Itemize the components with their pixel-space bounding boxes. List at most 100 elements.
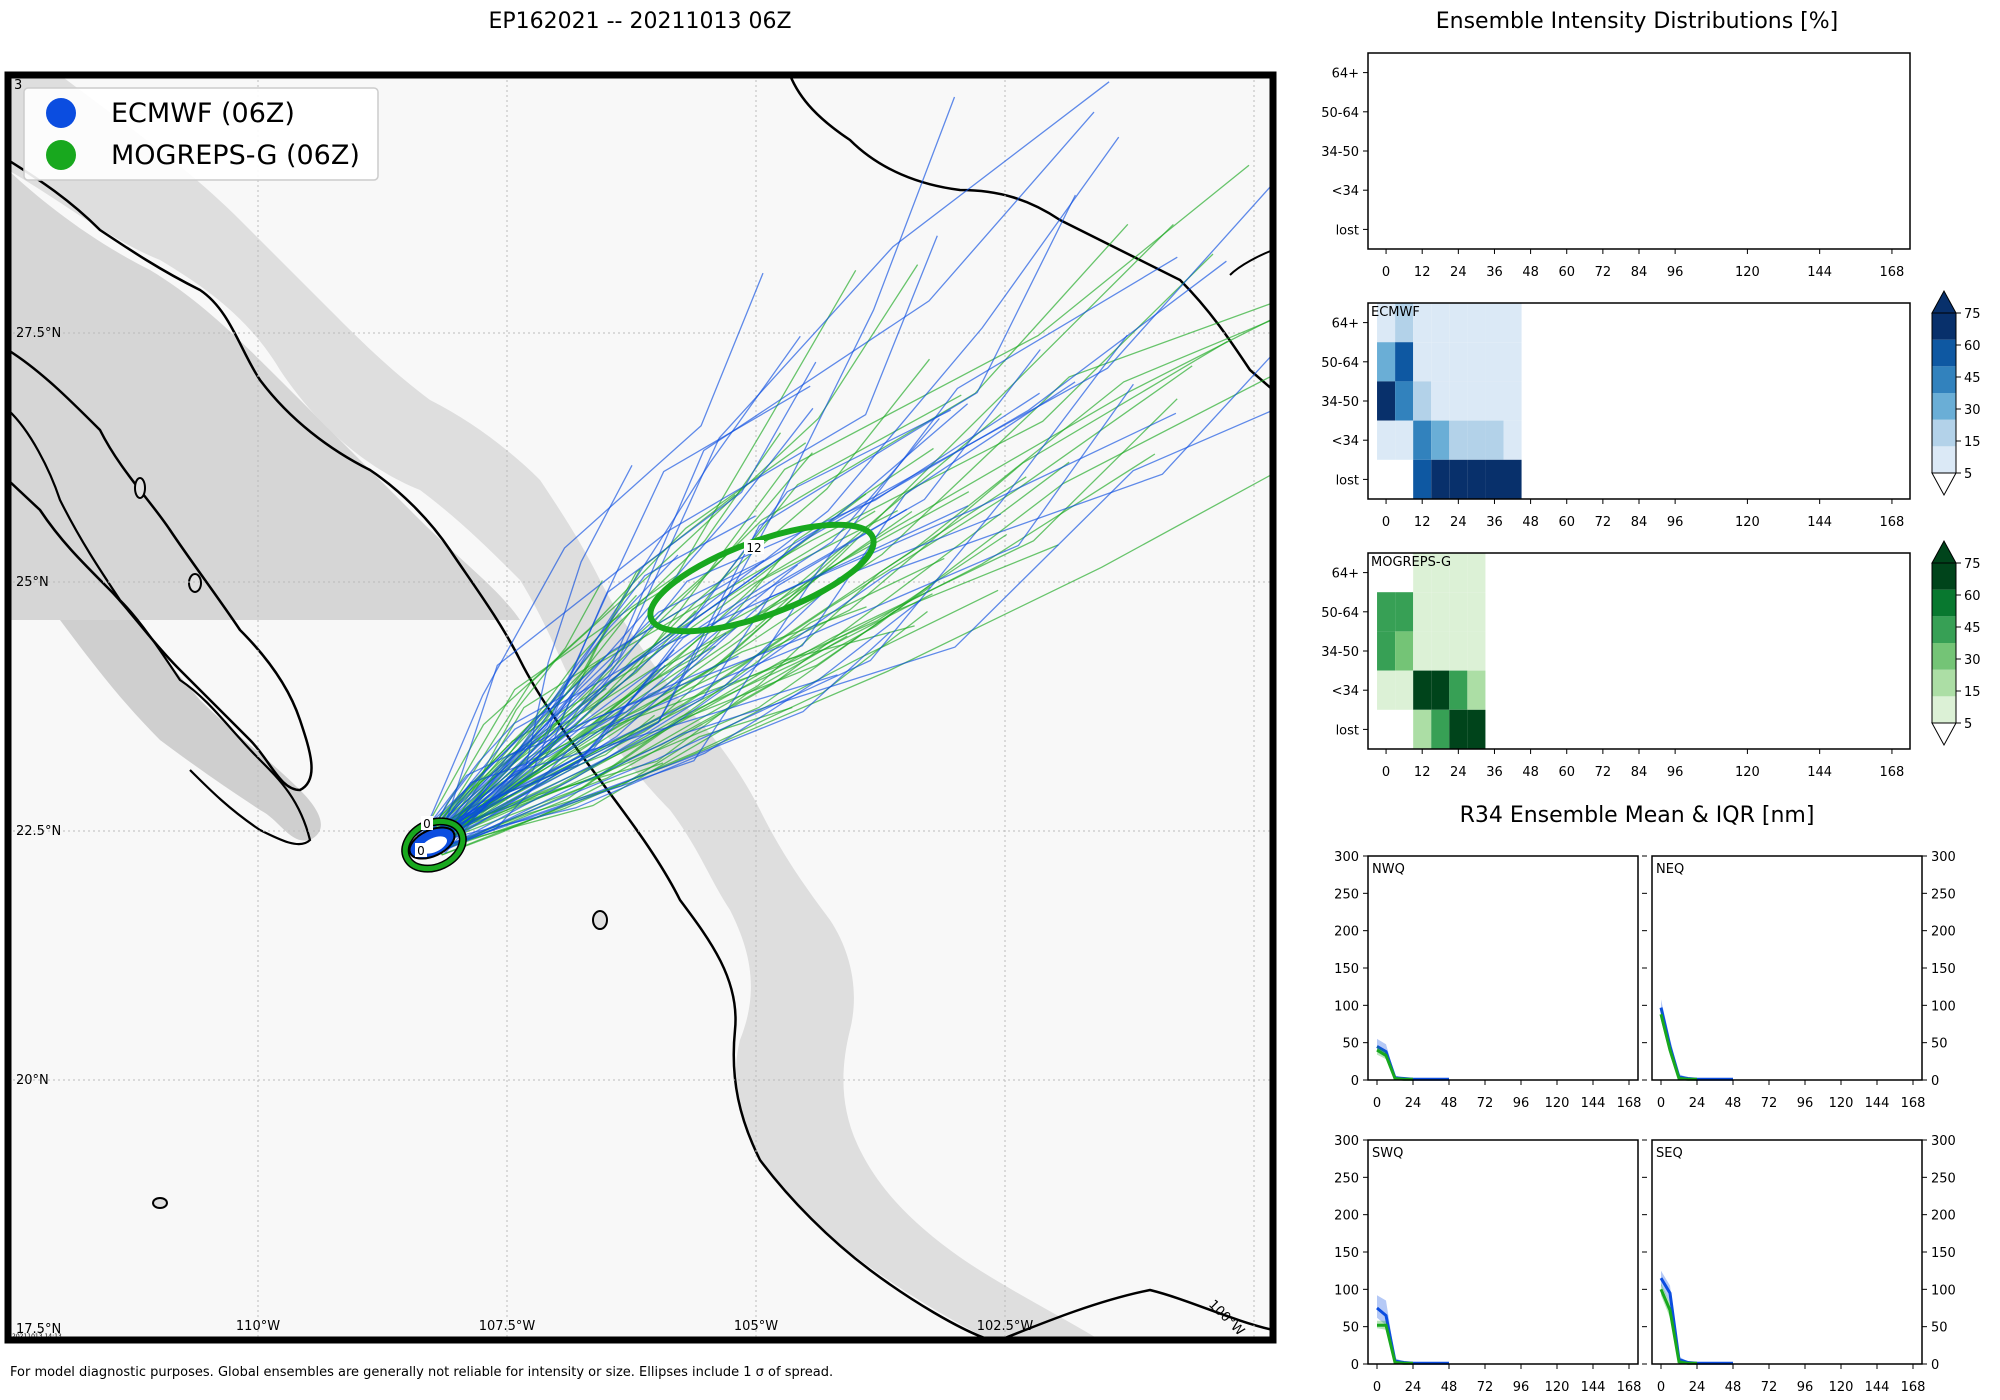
heat-cell — [1377, 303, 1396, 343]
colorbar-arrow-bottom — [1931, 472, 1957, 497]
legend-label-ecmwf: ECMWF (06Z) — [111, 98, 295, 129]
x-tick-label: 84 — [1631, 265, 1648, 280]
lat-label-25: 25°N — [16, 575, 49, 590]
r34-frame — [1367, 855, 1639, 1081]
heat-cell — [1467, 631, 1486, 671]
heat-cell — [1467, 342, 1486, 382]
x-tick-label: 48 — [1441, 1380, 1458, 1395]
heat-cell — [1467, 553, 1486, 593]
heat-cell — [1413, 381, 1432, 421]
x-tick-label: 24 — [1450, 765, 1467, 780]
colorbar-segment — [1932, 446, 1956, 473]
heat-cell — [1503, 459, 1522, 499]
y-tick-label: 50 — [1931, 1321, 1948, 1336]
r34-title: R34 Ensemble Mean & IQR [nm] — [1460, 803, 1815, 828]
y-tick-label: 150 — [1931, 1246, 1956, 1261]
legend-marker-mogreps — [46, 140, 76, 170]
heat-cell — [1449, 631, 1468, 671]
y-tick-label: <34 — [1332, 434, 1359, 449]
x-tick-label: 96 — [1667, 765, 1684, 780]
x-tick-label: 84 — [1631, 765, 1648, 780]
y-tick-label: 50-64 — [1321, 356, 1359, 371]
x-tick-label: 96 — [1667, 515, 1684, 530]
r34-frame — [1651, 855, 1923, 1081]
intensity-title: Ensemble Intensity Distributions [%] — [1436, 9, 1839, 34]
heat-cell — [1377, 631, 1396, 671]
y-tick-label: 34-50 — [1321, 395, 1359, 410]
x-tick-label: 24 — [1405, 1096, 1422, 1111]
x-tick-label: 48 — [1441, 1096, 1458, 1111]
heat-cell — [1485, 303, 1504, 343]
x-tick-label: 120 — [1545, 1380, 1570, 1395]
heat-cell — [1449, 592, 1468, 632]
colorbar-tick-label: 75 — [1964, 307, 1981, 322]
colorbar-segment — [1932, 393, 1956, 420]
heat-cell — [1395, 592, 1414, 632]
colorbar-segment — [1932, 696, 1956, 723]
y-tick-label: 64+ — [1332, 67, 1359, 82]
heat-cell — [1431, 459, 1450, 499]
y-tick-label: lost — [1336, 473, 1359, 488]
x-tick-label: 120 — [1735, 515, 1760, 530]
quadrant-label: NEQ — [1656, 862, 1684, 877]
corner-lat-label: 3 — [14, 78, 22, 93]
quadrant-label: SWQ — [1372, 1146, 1403, 1161]
heat-cell — [1395, 342, 1414, 382]
mean-line — [1659, 1007, 1733, 1081]
colorbar-segment — [1932, 563, 1956, 590]
heat-cell — [1449, 670, 1468, 710]
y-tick-label: 64+ — [1332, 567, 1359, 582]
y-tick-label: 0 — [1931, 1074, 1939, 1089]
colorbar-tick-label: 45 — [1964, 371, 1981, 386]
x-tick-label: 72 — [1595, 765, 1612, 780]
heat-cell — [1377, 342, 1396, 382]
y-tick-label: 64+ — [1332, 317, 1359, 332]
lon-label-107-5: 107.5°W — [479, 1319, 536, 1334]
heat-cell — [1413, 592, 1432, 632]
colorbar-segment — [1932, 616, 1956, 643]
quadrant-label: SEQ — [1656, 1146, 1683, 1161]
iqr-band — [1661, 1283, 1697, 1364]
y-tick-label: 300 — [1334, 1134, 1359, 1149]
x-tick-label: 0 — [1382, 265, 1390, 280]
y-tick-label: 50 — [1931, 1037, 1948, 1052]
x-tick-label: 36 — [1486, 765, 1503, 780]
heat-cell — [1485, 420, 1504, 460]
y-tick-label: 100 — [1334, 1283, 1359, 1298]
heat-cell — [1395, 420, 1414, 460]
y-tick-label: 0 — [1351, 1358, 1359, 1373]
baja-coastline — [8, 348, 313, 792]
y-tick-label: 300 — [1931, 850, 1956, 865]
x-tick-label: 168 — [1617, 1096, 1642, 1111]
heat-cell — [1467, 420, 1486, 460]
x-tick-label: 48 — [1522, 265, 1539, 280]
y-tick-label: 100 — [1334, 999, 1359, 1014]
island — [152, 1197, 168, 1209]
mainland-coast-band — [8, 75, 1100, 1340]
x-tick-label: 60 — [1558, 515, 1575, 530]
intensity-frame — [1367, 52, 1911, 250]
y-tick-label: 150 — [1931, 962, 1956, 977]
heat-cell — [1431, 709, 1450, 749]
heat-cell — [1431, 381, 1450, 421]
colorbar-arrow-bottom — [1931, 722, 1957, 747]
y-tick-label: 0 — [1931, 1358, 1939, 1373]
legend-marker-ecmwf — [46, 98, 76, 128]
map-gridlines — [8, 75, 1273, 1340]
x-tick-label: 168 — [1901, 1380, 1926, 1395]
heat-cell — [1467, 303, 1486, 343]
x-tick-label: 72 — [1477, 1380, 1494, 1395]
y-tick-label: 150 — [1334, 1246, 1359, 1261]
x-tick-label: 144 — [1865, 1096, 1890, 1111]
lon-label-110: 110°W — [236, 1319, 280, 1334]
heat-cell — [1485, 459, 1504, 499]
x-tick-label: 0 — [1657, 1380, 1665, 1395]
x-tick-label: 120 — [1735, 765, 1760, 780]
heat-cell — [1413, 709, 1432, 749]
legend-label-mogreps: MOGREPS-G (06Z) — [111, 140, 360, 171]
x-tick-label: 144 — [1581, 1380, 1606, 1395]
colorbar-tick-label: 5 — [1964, 717, 1972, 732]
y-tick-label: <34 — [1332, 184, 1359, 199]
land-shadow-upper — [8, 170, 520, 620]
